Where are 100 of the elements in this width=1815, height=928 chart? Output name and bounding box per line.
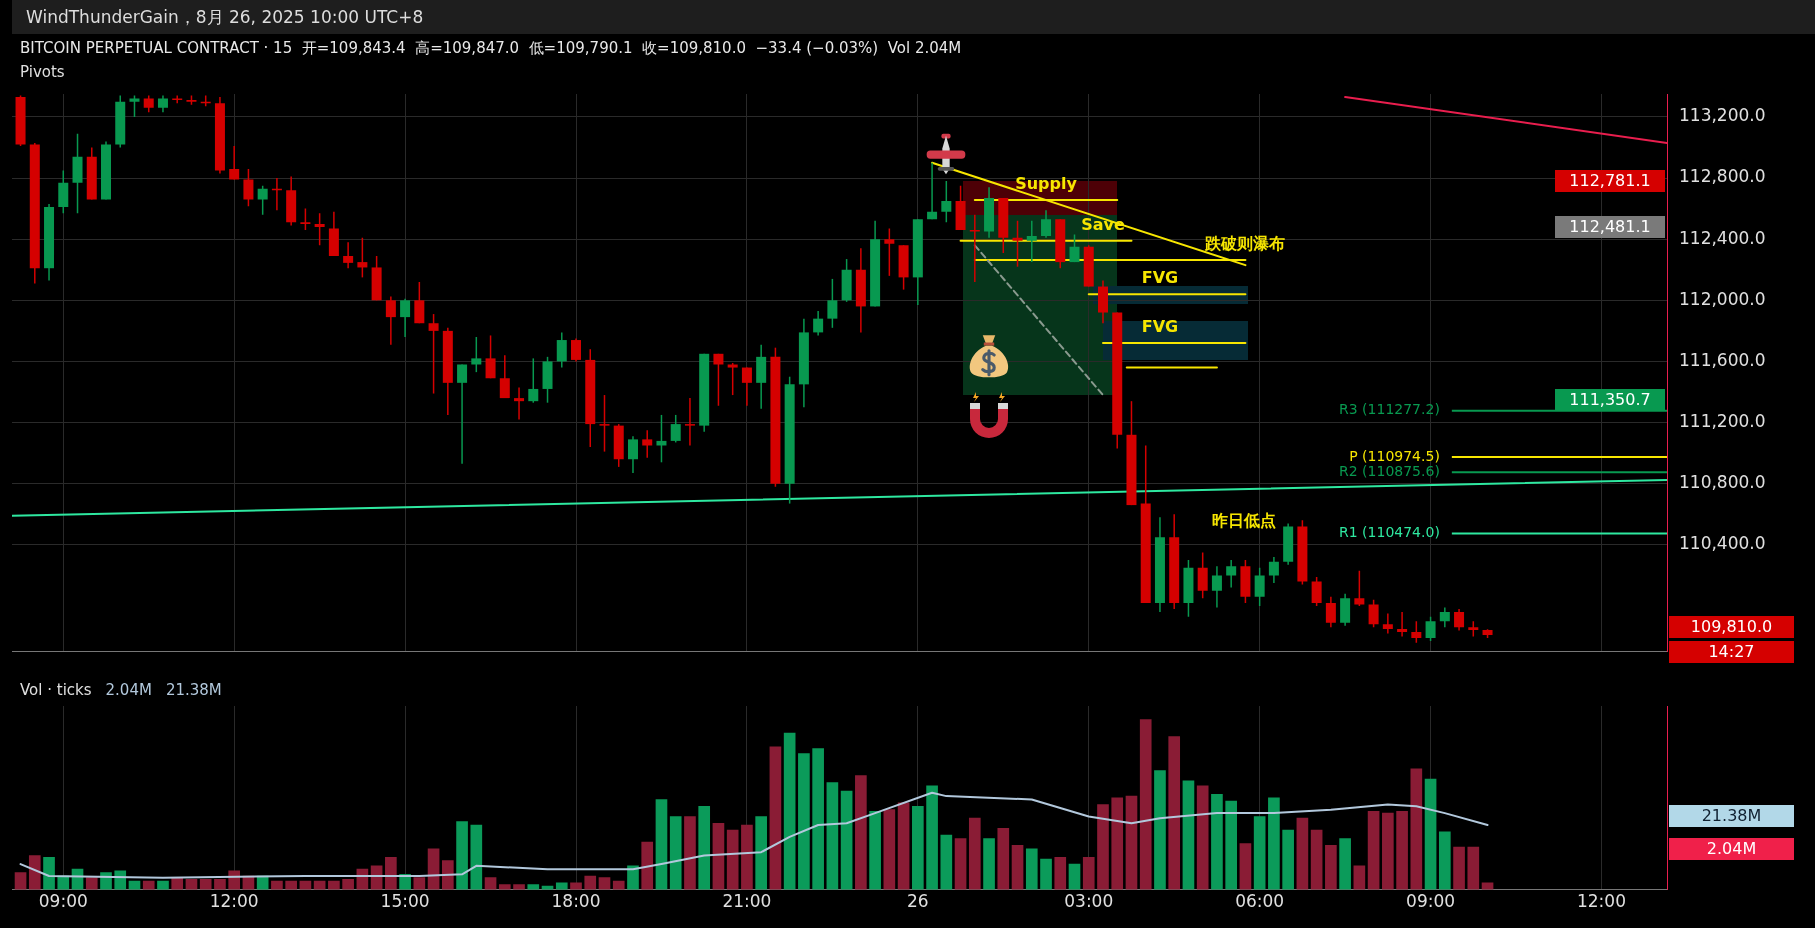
bar bbox=[612, 880, 625, 890]
bar bbox=[1196, 785, 1209, 890]
bar bbox=[798, 753, 810, 890]
bar bbox=[1253, 816, 1266, 890]
x-tick-label: 09:00 bbox=[38, 891, 88, 912]
bar bbox=[1211, 794, 1223, 890]
bar bbox=[826, 782, 839, 890]
bar bbox=[527, 884, 540, 890]
x-tick-label: 12:00 bbox=[209, 891, 259, 912]
bar bbox=[484, 877, 497, 890]
candlestick bbox=[1041, 209, 1052, 239]
y-tick-label: 112,400.0 bbox=[1679, 227, 1766, 248]
bar bbox=[855, 775, 867, 890]
bar bbox=[1282, 829, 1294, 890]
bar bbox=[1011, 845, 1024, 890]
x-tick-label: 15:00 bbox=[380, 891, 430, 912]
chart-subtitle: WindThunderGain，8月 26, 2025 10:00 UTC+8 bbox=[12, 0, 1815, 34]
bar bbox=[1111, 797, 1124, 890]
bar bbox=[385, 856, 397, 890]
candlestick bbox=[343, 241, 354, 269]
bar bbox=[598, 877, 611, 890]
candlestick bbox=[941, 180, 952, 224]
y-tick-label: 110,800.0 bbox=[1679, 472, 1766, 493]
bar bbox=[43, 856, 55, 890]
annotation: 112,481.1 bbox=[1555, 215, 1665, 238]
candlestick bbox=[400, 298, 411, 338]
bar bbox=[1339, 838, 1351, 890]
bar bbox=[1353, 865, 1366, 890]
candlestick bbox=[1325, 596, 1336, 629]
ref-line-label: R2 (110875.6) bbox=[1339, 462, 1440, 479]
bar bbox=[570, 882, 582, 890]
x-tick-label: 06:00 bbox=[1235, 891, 1285, 912]
candlestick bbox=[414, 281, 425, 324]
bar bbox=[555, 882, 568, 890]
candlestick bbox=[257, 184, 268, 216]
text: 2.04M bbox=[1669, 838, 1794, 861]
ref-line-label: R1 (110474.0) bbox=[1339, 524, 1440, 541]
bar bbox=[1154, 770, 1166, 890]
bar bbox=[1367, 811, 1380, 890]
candlestick bbox=[1311, 576, 1322, 607]
candlestick bbox=[741, 366, 752, 407]
bar bbox=[912, 805, 924, 890]
bar bbox=[1082, 856, 1095, 890]
bar bbox=[1453, 846, 1465, 890]
bar bbox=[1168, 736, 1181, 890]
bar bbox=[142, 880, 155, 890]
candlestick bbox=[1425, 615, 1436, 642]
bar bbox=[1182, 780, 1195, 890]
annotation: 111,350.7 bbox=[1555, 388, 1665, 411]
candlestick bbox=[1354, 570, 1365, 607]
bar bbox=[698, 805, 711, 890]
bar bbox=[1396, 811, 1408, 890]
bar bbox=[741, 824, 753, 890]
bar bbox=[627, 865, 639, 890]
bar bbox=[413, 877, 426, 890]
bar bbox=[1068, 863, 1081, 890]
bar bbox=[584, 875, 597, 890]
bar bbox=[1481, 882, 1494, 890]
candlestick bbox=[1411, 620, 1422, 644]
bar bbox=[655, 799, 668, 890]
annotation: FVG bbox=[1141, 317, 1179, 337]
bar bbox=[271, 880, 283, 890]
bar bbox=[85, 877, 98, 890]
x-tick-label: 21:00 bbox=[722, 891, 772, 912]
candlestick bbox=[129, 94, 140, 118]
x-tick-label: 18:00 bbox=[551, 891, 601, 912]
bar bbox=[1025, 848, 1038, 890]
text: 14:27 bbox=[1669, 640, 1794, 663]
bar bbox=[199, 879, 212, 890]
bar bbox=[726, 829, 739, 890]
candlestick bbox=[827, 278, 838, 329]
candlestick bbox=[1211, 565, 1222, 609]
bar bbox=[926, 785, 938, 890]
bar bbox=[1467, 846, 1480, 890]
bar bbox=[869, 811, 881, 890]
candlestick bbox=[499, 354, 510, 399]
bar bbox=[1310, 829, 1323, 890]
ref-line-label: R3 (111277.2) bbox=[1339, 401, 1440, 418]
bar bbox=[1040, 858, 1052, 890]
candlestick bbox=[727, 362, 738, 396]
text: 21.38M bbox=[165, 681, 222, 700]
bar bbox=[1054, 856, 1067, 890]
bar bbox=[755, 816, 767, 890]
candlestick bbox=[627, 435, 638, 474]
ref-line-label: P (110974.5) bbox=[1349, 447, 1440, 464]
bar bbox=[1424, 778, 1437, 890]
candlestick bbox=[528, 357, 539, 404]
y-tick-label: 111,200.0 bbox=[1679, 410, 1766, 431]
candlestick bbox=[314, 212, 325, 247]
candlestick bbox=[514, 386, 525, 421]
bar bbox=[498, 884, 511, 890]
candlestick bbox=[713, 353, 724, 407]
bar bbox=[285, 880, 297, 890]
annotation: Save bbox=[1081, 214, 1125, 234]
candlestick bbox=[1368, 599, 1379, 629]
candlestick bbox=[1382, 612, 1393, 635]
candlestick bbox=[357, 236, 368, 279]
text: Vol · ticks bbox=[20, 681, 92, 700]
candlestick bbox=[471, 336, 482, 373]
bar bbox=[456, 821, 468, 890]
